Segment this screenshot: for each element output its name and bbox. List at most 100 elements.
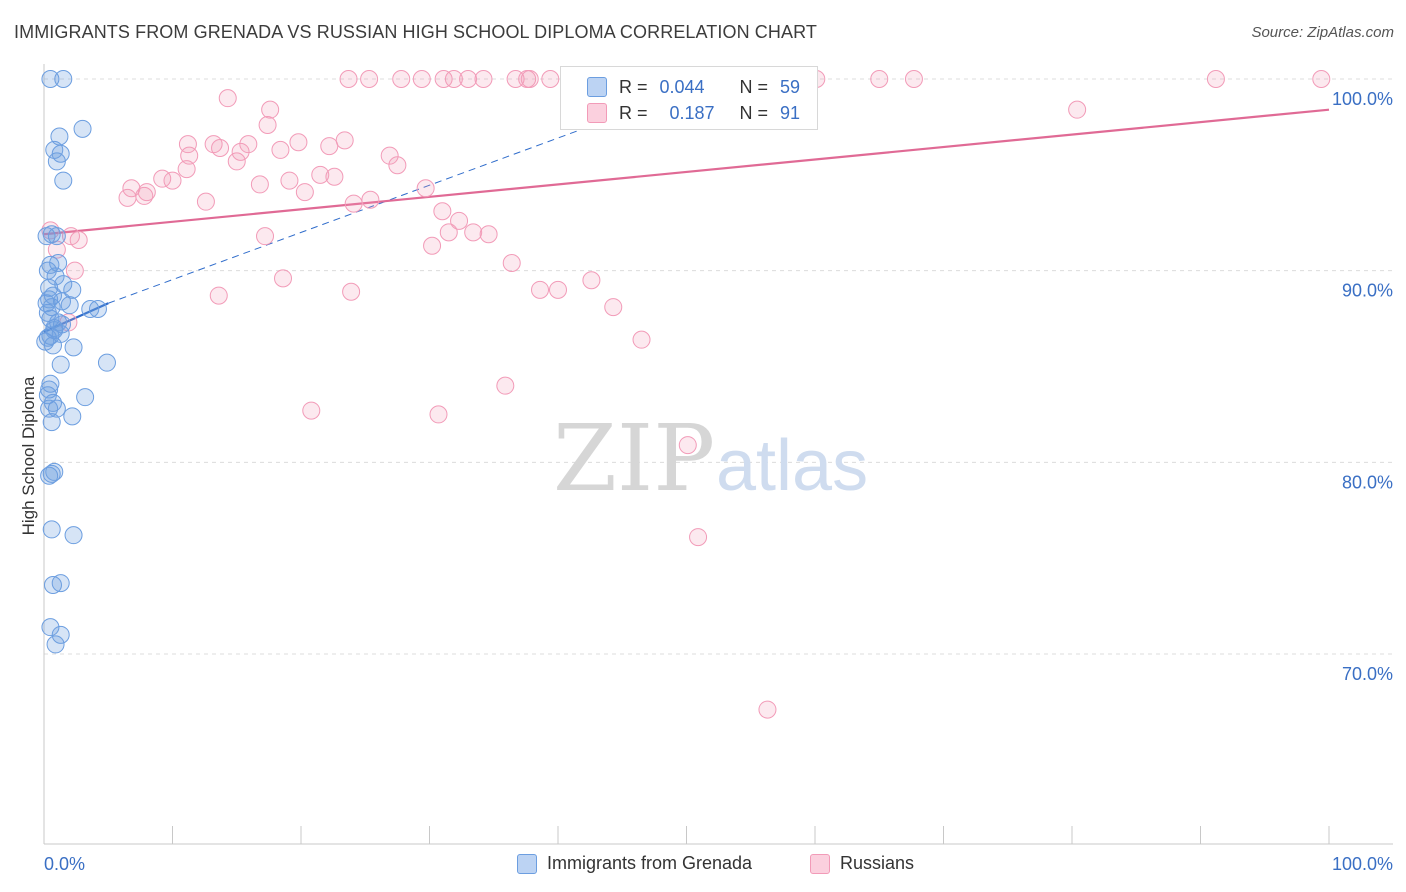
- grenada-point: [42, 464, 61, 483]
- russians-point: [339, 70, 358, 88]
- grenada-point: [73, 119, 92, 138]
- y-tick-label: 80.0%: [1342, 472, 1393, 492]
- grenada-point: [46, 267, 65, 286]
- tick-labels: 70.0% 80.0% 90.0% 100.0% 0.0% 100.0%: [44, 89, 1393, 874]
- russians-point: [280, 171, 299, 190]
- russians-point: [311, 165, 330, 184]
- russians-point: [180, 146, 199, 165]
- russians-point: [271, 140, 290, 159]
- russians-point: [904, 70, 923, 88]
- russians-point: [218, 89, 237, 108]
- grenada-point: [46, 635, 65, 654]
- russians-point: [209, 286, 228, 305]
- russians-point: [689, 528, 708, 547]
- grenada-point: [64, 338, 83, 357]
- russians-point: [423, 236, 442, 255]
- legend-swatch-russians: [810, 853, 830, 874]
- russians-point: [1068, 100, 1087, 119]
- russians-point: [1312, 70, 1331, 88]
- russians-point: [118, 188, 137, 207]
- grenada-point: [47, 399, 66, 418]
- grenada-point: [45, 462, 64, 481]
- russians-point: [459, 70, 478, 88]
- russians-point: [392, 70, 411, 88]
- russians-point: [196, 192, 215, 211]
- legend-swatch-russians: [587, 103, 607, 123]
- grenada-point: [42, 413, 61, 432]
- russians-point: [632, 330, 651, 349]
- russians-point: [604, 298, 623, 317]
- russians-point: [531, 280, 550, 299]
- y-tick-label: 70.0%: [1342, 664, 1393, 684]
- grenada-point: [60, 296, 79, 315]
- russians-point: [433, 202, 452, 221]
- grenada-point: [49, 254, 68, 272]
- russians-point: [231, 142, 250, 161]
- russians-point: [1206, 70, 1225, 88]
- y-axis-label: High School Diploma: [19, 376, 38, 535]
- russians-point: [479, 225, 498, 244]
- legend-swatch-grenada: [517, 853, 537, 874]
- grenada-point: [51, 144, 70, 163]
- grenada-point: [97, 353, 116, 372]
- russians-point: [496, 376, 515, 395]
- grenada-point: [43, 336, 62, 355]
- russians-point: [444, 70, 463, 88]
- grenada-point: [40, 399, 59, 418]
- russians-point: [541, 70, 560, 88]
- legend-r-value: 0.044: [659, 76, 705, 97]
- russians-point: [342, 282, 361, 301]
- russians-point: [261, 100, 280, 119]
- legend-item-russians[interactable]: Russians: [810, 853, 914, 874]
- russians-point: [344, 194, 363, 213]
- russians-point: [450, 211, 469, 230]
- russians-point: [416, 179, 435, 198]
- russians-point: [549, 280, 567, 299]
- series-legend: Immigrants from Grenada Russians: [0, 850, 1406, 880]
- legend-item-grenada[interactable]: Immigrants from Grenada: [517, 853, 752, 874]
- legend-r-value: 0.187: [669, 102, 715, 123]
- russians-point: [178, 135, 197, 154]
- grenada-point: [42, 520, 61, 539]
- watermark-zip: ZIP: [553, 405, 715, 512]
- russians-trendline: [43, 108, 1330, 236]
- russians-point: [239, 135, 258, 154]
- russians-point: [412, 70, 431, 88]
- grenada-point: [54, 70, 73, 88]
- russians-point: [474, 70, 493, 88]
- russians-point: [380, 146, 399, 165]
- legend-row-russians: R = 0.187 N = 91: [561, 99, 800, 127]
- watermark-atlas: atlas: [716, 426, 868, 506]
- russians-point: [464, 223, 483, 242]
- y-tick-label: 100.0%: [1332, 89, 1393, 109]
- correlation-legend: R = 0.044 N = 59 R = 0.187 N = 91: [560, 66, 818, 130]
- grenada-point: [40, 278, 59, 297]
- russians-point: [335, 131, 354, 150]
- grenada-point: [88, 300, 107, 318]
- chart-title: IMMIGRANTS FROM GRENADA VS RUSSIAN HIGH …: [14, 22, 817, 42]
- russians-point: [320, 137, 339, 156]
- watermark: ZIP atlas: [553, 405, 868, 512]
- grenada-point: [64, 526, 83, 545]
- y-tick-label: 90.0%: [1342, 281, 1393, 301]
- grenada-point: [45, 319, 64, 338]
- legend-label-grenada: Immigrants from Grenada: [547, 853, 753, 873]
- russians-point: [69, 231, 88, 249]
- russians-point: [870, 70, 889, 88]
- grenada-point: [41, 618, 60, 637]
- legend-n-label: N =: [739, 76, 769, 97]
- legend-swatch-grenada: [587, 77, 607, 97]
- russians-point: [520, 70, 539, 88]
- russians-point: [258, 116, 277, 134]
- legend-label-russians: Russians: [840, 853, 915, 873]
- russians-point: [302, 401, 321, 420]
- russians-point: [256, 227, 275, 246]
- russians-point: [758, 700, 777, 719]
- grenada-point: [54, 171, 73, 190]
- grenada-point: [63, 280, 82, 299]
- grenada-point: [47, 227, 66, 246]
- legend-n-value: 91: [780, 102, 801, 123]
- axes: [43, 64, 1393, 845]
- x-tick-label: 100.0%: [1332, 854, 1393, 874]
